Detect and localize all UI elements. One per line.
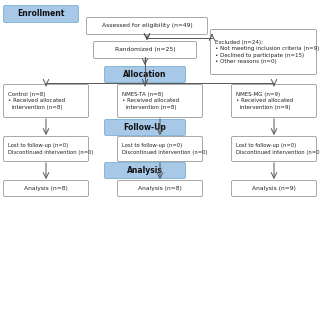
Text: Lost to follow-up (n=0)
Discontinued intervention (n=0): Lost to follow-up (n=0) Discontinued int… bbox=[122, 143, 208, 155]
FancyBboxPatch shape bbox=[105, 66, 186, 83]
Text: Lost to follow-up (n=0)
Discontinued intervention (n=0): Lost to follow-up (n=0) Discontinued int… bbox=[236, 143, 320, 155]
Text: Analysis (n=8): Analysis (n=8) bbox=[138, 186, 182, 191]
Text: Enrollment: Enrollment bbox=[17, 9, 65, 19]
Text: Analysis (n=9): Analysis (n=9) bbox=[252, 186, 296, 191]
Text: Allocation: Allocation bbox=[123, 70, 167, 79]
Text: Follow-Up: Follow-Up bbox=[124, 123, 166, 132]
FancyBboxPatch shape bbox=[4, 180, 89, 197]
FancyBboxPatch shape bbox=[105, 119, 186, 135]
FancyBboxPatch shape bbox=[4, 84, 89, 117]
FancyBboxPatch shape bbox=[117, 84, 203, 117]
Text: Analysis: Analysis bbox=[127, 166, 163, 175]
FancyBboxPatch shape bbox=[117, 180, 203, 197]
Text: Analysis (n=8): Analysis (n=8) bbox=[24, 186, 68, 191]
FancyBboxPatch shape bbox=[231, 84, 316, 117]
Text: Assessed for eligibility (n=49): Assessed for eligibility (n=49) bbox=[102, 24, 192, 28]
FancyBboxPatch shape bbox=[231, 136, 316, 162]
Text: NMES-MG (n=9)
• Received allocated
  intervention (n=9): NMES-MG (n=9) • Received allocated inter… bbox=[236, 92, 293, 110]
FancyBboxPatch shape bbox=[4, 136, 89, 162]
FancyBboxPatch shape bbox=[211, 30, 316, 75]
Text: Lost to follow-up (n=0)
Discontinued intervention (n=0): Lost to follow-up (n=0) Discontinued int… bbox=[8, 143, 94, 155]
FancyBboxPatch shape bbox=[231, 180, 316, 197]
FancyBboxPatch shape bbox=[93, 42, 196, 59]
Text: NMES-TA (n=8)
• Received allocated
  intervention (n=8): NMES-TA (n=8) • Received allocated inter… bbox=[122, 92, 179, 110]
FancyBboxPatch shape bbox=[4, 5, 78, 22]
Text: Excluded (n=24):
• Not meeting inclusion criteria (n=9)
• Declined to participat: Excluded (n=24): • Not meeting inclusion… bbox=[215, 40, 319, 64]
Text: Randomized (n=25): Randomized (n=25) bbox=[115, 48, 175, 53]
FancyBboxPatch shape bbox=[117, 136, 203, 162]
Text: Control (n=8)
• Received allocated
  intervention (n=8): Control (n=8) • Received allocated inter… bbox=[8, 92, 65, 110]
FancyBboxPatch shape bbox=[105, 163, 186, 179]
FancyBboxPatch shape bbox=[86, 18, 207, 35]
